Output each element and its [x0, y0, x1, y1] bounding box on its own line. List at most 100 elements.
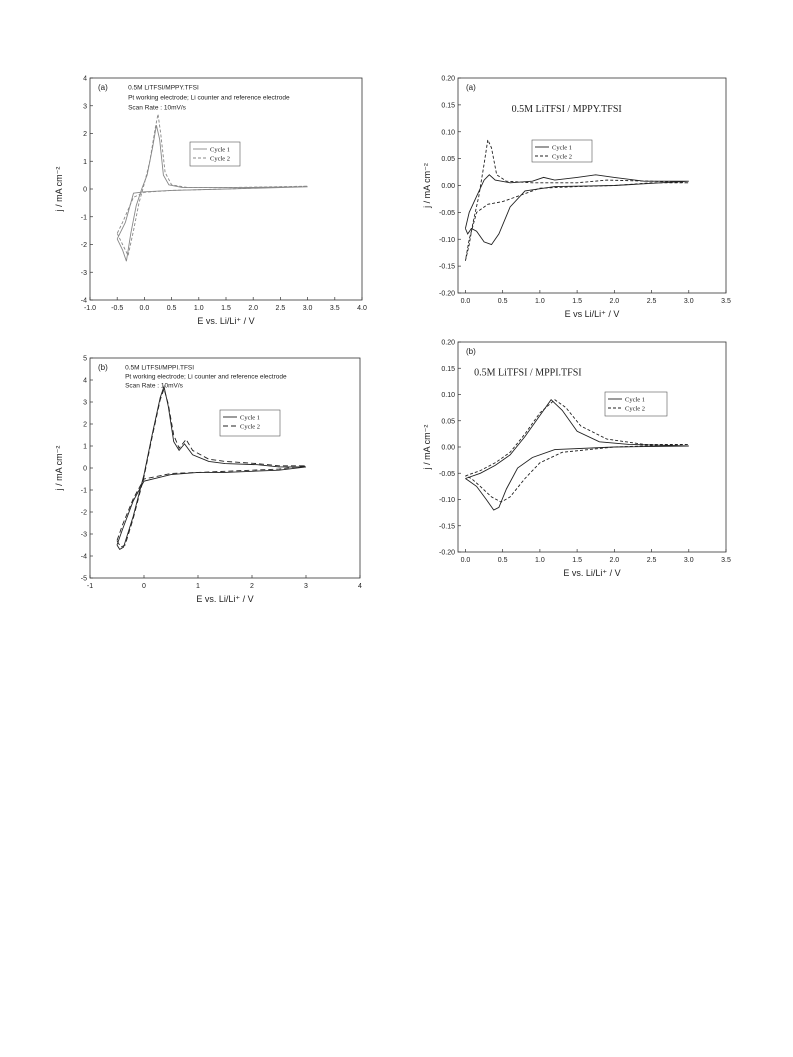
x-tick-label: -1.0 [84, 305, 96, 312]
legend-entry: Cycle 1 [210, 147, 230, 154]
x-axis-label: E vs. Li/Li⁺ / V [196, 594, 253, 604]
y-tick-label: 2 [83, 422, 87, 429]
x-tick-label: 1.5 [572, 557, 582, 564]
y-tick-label: -0.05 [439, 471, 455, 478]
chart-annotation: 0.5M LiTFSI / MPPY.TFSI [512, 104, 622, 115]
y-tick-label: 0.20 [441, 76, 455, 83]
x-tick-label: 1.0 [535, 557, 545, 564]
y-tick-label: -0.15 [439, 523, 455, 530]
y-tick-label: -0.10 [439, 497, 455, 504]
x-axis-label: E vs. Li/Li⁺ / V [197, 316, 254, 326]
y-tick-label: -0.20 [439, 550, 455, 557]
y-tick-label: 1 [83, 444, 87, 451]
x-tick-label: 0.5 [498, 557, 508, 564]
y-tick-label: -1 [81, 214, 87, 221]
legend-box [604, 391, 668, 417]
y-tick-label: -4 [81, 298, 87, 305]
y-tick-label: -1 [81, 488, 87, 495]
x-axis-label: E vs. Li/Li⁺ / V [563, 568, 620, 578]
y-tick-label: 0.15 [441, 366, 455, 373]
x-tick-label: 2 [250, 583, 254, 590]
legend-entry: Cycle 2 [210, 156, 230, 163]
x-tick-label: 3.0 [684, 557, 694, 564]
y-tick-label: 5 [83, 356, 87, 363]
chart-top-right: 0.0 0.5 1.0 1.5 2.0 2.5 3.0 3.5 -0.20 -0.15 -0.10 -… [422, 76, 731, 320]
legend-entry: Cycle 2 [240, 424, 260, 431]
x-tick-label: -1 [87, 583, 93, 590]
y-tick-label: -0.10 [439, 237, 455, 244]
legend-entry: Cycle 2 [552, 154, 572, 161]
y-tick-label: 0.00 [441, 183, 455, 190]
x-tick-label: 2.5 [276, 305, 286, 312]
y-tick-label: 4 [83, 378, 87, 385]
chart-bottom-right: 0.0 0.5 1.0 1.5 2.0 2.5 3.0 3.5 -0.20 -0.15 -0.10 -… [422, 340, 731, 579]
y-tick-label: 0.15 [441, 102, 455, 109]
x-tick-label: 3.5 [330, 305, 340, 312]
legend-box [531, 139, 593, 163]
y-tick-label: 4 [83, 76, 87, 83]
x-tick-label: 1 [196, 583, 200, 590]
y-tick-label: 0 [83, 466, 87, 473]
x-tick-label: 0.5 [498, 298, 508, 305]
x-tick-label: 0 [142, 583, 146, 590]
y-tick-label: 1 [83, 159, 87, 166]
x-tick-label: 3.5 [721, 557, 731, 564]
legend-entry: Cycle 1 [625, 397, 645, 404]
x-tick-label: 1.0 [194, 305, 204, 312]
y-axis-label: j / mA cm⁻² [422, 163, 432, 209]
plot-frame [89, 357, 361, 579]
chart-annotation: 0.5M LiTFSI/MPPI.TFSI [125, 365, 194, 372]
x-axis-label: E vs Li/Li⁺ / V [565, 309, 620, 319]
series-line-1 [464, 174, 689, 246]
y-tick-label: -3 [81, 532, 87, 539]
chart-annotation: Scan Rate : 10mV/s [125, 383, 184, 390]
panel-label: (b) [466, 347, 476, 356]
series-line-1 [465, 399, 689, 511]
x-tick-label: 2.0 [609, 557, 619, 564]
chart-annotation: Pt working electrode; Li counter and ref… [125, 374, 287, 381]
panel-label: (b) [98, 363, 108, 372]
y-tick-label: 0.00 [441, 445, 455, 452]
x-tick-label: 3.5 [721, 298, 731, 305]
x-tick-label: 4.0 [357, 305, 367, 312]
legend-entry: Cycle 1 [552, 145, 572, 152]
y-tick-label: -5 [81, 576, 87, 583]
x-tick-label: 0.5 [167, 305, 177, 312]
y-tick-label: 3 [83, 400, 87, 407]
chart-annotation: 0.5M LiTFSI / MPPI.TFSI [474, 367, 582, 378]
x-tick-label: 0.0 [140, 305, 150, 312]
y-tick-label: -2 [81, 242, 87, 249]
chart-annotation: Pt working electrode; Li counter and ref… [128, 95, 290, 102]
chart-bottom-left: -1 0 1 2 3 4 -5 -4 -3 -2 -1 0 1 2 3 4 5 E vs. Li/Li⁺ / V j… [54, 356, 362, 605]
panel-label: (a) [466, 83, 476, 92]
x-tick-label: 1.0 [535, 298, 545, 305]
y-tick-label: 3 [83, 103, 87, 110]
x-tick-label: 1.5 [572, 298, 582, 305]
series-line-2 [116, 114, 308, 257]
series-line-2 [116, 387, 307, 548]
y-axis-label: j / mA cm⁻² [54, 446, 64, 492]
y-tick-label: -4 [81, 554, 87, 561]
legend-box [189, 141, 241, 167]
y-tick-label: -0.05 [439, 210, 455, 217]
y-tick-label: -0.15 [439, 264, 455, 271]
y-tick-label: 0.05 [441, 156, 455, 163]
x-tick-label: 2.5 [647, 298, 657, 305]
series-line-2 [465, 399, 689, 503]
chart-top-left: -1.0 -0.5 0.0 0.5 1.0 1.5 2.0 2.5 3.0 3.5 4.0 -4 -3 -… [54, 76, 367, 327]
panel-label: (a) [98, 83, 108, 92]
x-tick-label: 2.0 [248, 305, 258, 312]
y-axis-label: j / mA cm⁻² [54, 167, 64, 213]
x-tick-label: 0.0 [461, 298, 471, 305]
y-tick-label: 0 [83, 187, 87, 194]
y-axis-label: j / mA cm⁻² [422, 425, 432, 471]
y-tick-label: 0.10 [441, 129, 455, 136]
legend-entry: Cycle 2 [625, 406, 645, 413]
y-tick-label: 0.05 [441, 418, 455, 425]
x-tick-label: 1.5 [221, 305, 231, 312]
x-tick-label: 2.5 [647, 557, 657, 564]
y-tick-label: 0.10 [441, 392, 455, 399]
x-tick-label: 0.0 [461, 557, 471, 564]
legend-entry: Cycle 1 [240, 415, 260, 422]
x-tick-label: 2.0 [609, 298, 619, 305]
